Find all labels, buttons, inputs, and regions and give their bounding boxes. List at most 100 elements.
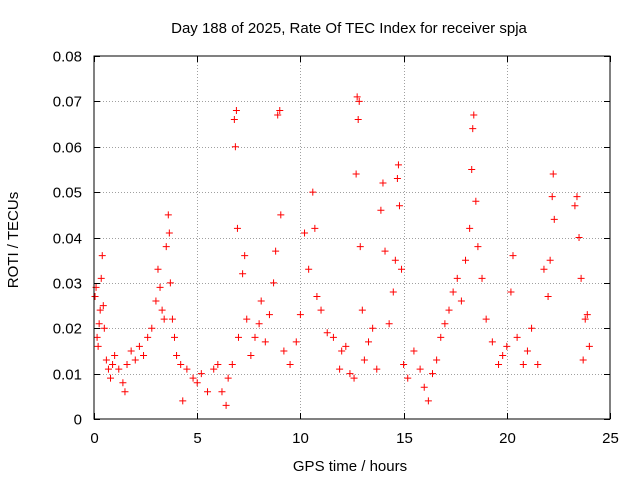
chart-title: Day 188 of 2025, Rate Of TEC Index for r… xyxy=(171,20,527,37)
data-point xyxy=(111,351,119,359)
data-point xyxy=(379,179,387,187)
data-point xyxy=(466,224,474,232)
data-point xyxy=(286,361,294,369)
data-point xyxy=(144,333,152,341)
data-point xyxy=(509,252,517,260)
data-point xyxy=(292,338,300,346)
data-point xyxy=(342,342,350,350)
data-point xyxy=(478,274,486,282)
data-point xyxy=(241,252,249,260)
data-point xyxy=(313,292,321,300)
y-tick-label: 0.05 xyxy=(53,185,82,202)
data-point xyxy=(583,311,591,319)
data-point xyxy=(193,379,201,387)
data-point xyxy=(270,279,278,287)
data-point xyxy=(433,356,441,364)
data-point xyxy=(360,356,368,364)
data-point xyxy=(131,356,139,364)
x-tick-label: 10 xyxy=(292,430,309,447)
data-point xyxy=(97,274,105,282)
data-point xyxy=(420,383,428,391)
data-point xyxy=(338,347,346,355)
axis-ticks xyxy=(94,56,611,420)
data-point xyxy=(152,297,160,305)
data-point xyxy=(96,306,104,314)
data-point xyxy=(228,361,236,369)
data-point xyxy=(528,324,536,332)
data-point xyxy=(575,234,583,241)
data-point xyxy=(251,333,259,341)
data-point xyxy=(177,361,185,369)
data-point xyxy=(296,311,304,319)
y-tick-label: 0.04 xyxy=(53,231,82,248)
data-point xyxy=(154,265,162,273)
data-point xyxy=(119,379,127,387)
y-tick-label: 0.03 xyxy=(53,276,82,293)
data-point xyxy=(98,252,106,260)
y-axis-label: ROTI / TECUs xyxy=(5,192,22,288)
data-point xyxy=(495,361,503,369)
data-point xyxy=(127,347,135,355)
data-point xyxy=(577,274,585,282)
data-point xyxy=(247,351,255,359)
data-point xyxy=(356,243,364,251)
data-point xyxy=(507,288,515,296)
data-point xyxy=(350,374,358,382)
data-point xyxy=(214,361,222,369)
data-point xyxy=(156,283,164,291)
data-point xyxy=(404,374,412,382)
data-point xyxy=(549,170,557,178)
data-point xyxy=(550,215,558,223)
data-point xyxy=(457,297,465,305)
data-point xyxy=(162,243,170,251)
data-point xyxy=(353,93,361,101)
data-point xyxy=(346,370,354,378)
data-points xyxy=(91,93,593,409)
data-point xyxy=(474,243,482,251)
data-point xyxy=(183,365,191,373)
data-point xyxy=(355,97,363,105)
data-point xyxy=(428,370,436,378)
data-point xyxy=(365,338,373,346)
data-point xyxy=(499,351,507,359)
y-tick-label: 0.06 xyxy=(53,140,82,157)
data-point xyxy=(385,320,393,328)
data-point xyxy=(585,342,593,350)
data-point xyxy=(233,224,241,232)
data-point xyxy=(265,311,273,319)
data-point xyxy=(239,270,247,278)
data-point xyxy=(472,197,480,205)
data-point xyxy=(99,302,107,310)
x-tick-label: 0 xyxy=(90,430,98,447)
data-point xyxy=(231,143,239,151)
data-point xyxy=(519,361,527,369)
data-point xyxy=(160,315,168,323)
data-point xyxy=(109,361,117,369)
data-point xyxy=(95,320,103,328)
data-point xyxy=(224,374,232,382)
data-point xyxy=(91,292,99,300)
data-point xyxy=(107,374,115,382)
plot-frame xyxy=(93,55,611,420)
data-point xyxy=(534,361,542,369)
data-point xyxy=(189,374,197,382)
data-point xyxy=(579,356,587,364)
data-point xyxy=(462,256,470,264)
data-point xyxy=(210,365,218,373)
data-point xyxy=(148,324,156,332)
data-point xyxy=(354,116,362,124)
data-point xyxy=(115,365,123,373)
y-tick-label: 0.02 xyxy=(53,321,82,338)
data-point xyxy=(437,333,445,341)
data-point xyxy=(243,315,251,323)
data-point xyxy=(468,165,476,173)
data-point xyxy=(317,306,325,314)
data-point xyxy=(173,351,181,359)
data-point xyxy=(94,342,102,350)
data-point xyxy=(424,397,432,405)
data-point xyxy=(121,388,129,396)
data-point xyxy=(445,306,453,314)
data-point xyxy=(488,338,496,346)
data-point xyxy=(197,370,205,378)
